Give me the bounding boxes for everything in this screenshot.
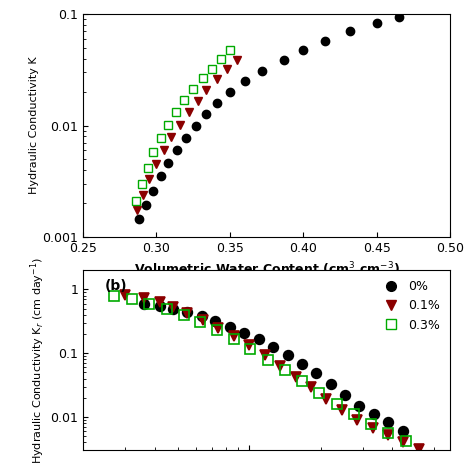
Y-axis label: Hydraulic Conductivity K: Hydraulic Conductivity K — [29, 57, 39, 194]
X-axis label: Volumetric Water Content (cm$^3$ cm$^{-3}$): Volumetric Water Content (cm$^3$ cm$^{-3… — [134, 260, 400, 278]
Legend: 0%, 0.1%, 0.3%: 0%, 0.1%, 0.3% — [374, 276, 444, 336]
Text: (b): (b) — [105, 279, 128, 293]
Y-axis label: Hydraulic Conductivity K$_r$ (cm day$^{-1}$): Hydraulic Conductivity K$_r$ (cm day$^{-… — [29, 257, 47, 464]
